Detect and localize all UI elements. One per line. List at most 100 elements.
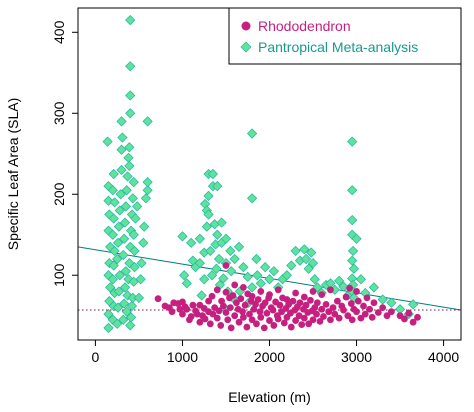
point-pantropical-76 bbox=[139, 221, 150, 232]
point-rhododendron-119 bbox=[333, 297, 341, 305]
point-pantropical-129 bbox=[252, 270, 263, 281]
point-pantropical-104 bbox=[211, 263, 222, 274]
point-pantropical-49 bbox=[125, 108, 136, 119]
point-rhododendron-38 bbox=[226, 304, 234, 312]
point-rhododendron-90 bbox=[292, 289, 300, 297]
point-pantropical-84 bbox=[186, 237, 197, 248]
point-pantropical-168 bbox=[368, 282, 380, 293]
point-pantropical-43 bbox=[120, 201, 131, 212]
point-rhododendron-113 bbox=[322, 300, 330, 308]
point-pantropical-82 bbox=[179, 270, 190, 281]
point-pantropical-38 bbox=[119, 282, 131, 293]
point-pantropical-136 bbox=[281, 270, 293, 281]
point-rhododendron-33 bbox=[222, 262, 230, 269]
point-pantropical-155 bbox=[347, 185, 358, 196]
point-pantropical-33 bbox=[116, 144, 127, 155]
point-rhododendron-59 bbox=[253, 320, 260, 328]
point-rhododendron-65 bbox=[260, 324, 268, 332]
point-pantropical-64 bbox=[126, 300, 138, 312]
legend-marker-rhododendron bbox=[241, 21, 251, 31]
point-pantropical-109 bbox=[216, 217, 227, 228]
point-pantropical-126 bbox=[246, 193, 258, 204]
point-pantropical-169 bbox=[377, 294, 388, 305]
point-rhododendron-133 bbox=[360, 302, 367, 310]
point-rhododendron-32 bbox=[219, 302, 227, 310]
point-pantropical-47 bbox=[124, 142, 135, 153]
point-pantropical-1 bbox=[103, 308, 114, 320]
point-rhododendron-107 bbox=[313, 310, 320, 318]
point-pantropical-138 bbox=[290, 245, 301, 257]
point-pantropical-160 bbox=[348, 263, 360, 274]
point-rhododendron-114 bbox=[325, 308, 333, 316]
point-rhododendron-55 bbox=[248, 292, 256, 300]
point-pantropical-79 bbox=[142, 116, 153, 127]
point-pantropical-96 bbox=[203, 190, 214, 201]
point-rhododendron-91 bbox=[292, 317, 300, 324]
point-rhododendron-8 bbox=[179, 310, 186, 318]
point-pantropical-22 bbox=[108, 168, 119, 180]
point-rhododendron-115 bbox=[327, 286, 334, 294]
point-pantropical-63 bbox=[126, 312, 137, 323]
point-pantropical-5 bbox=[104, 257, 115, 269]
point-rhododendron-70 bbox=[266, 317, 273, 324]
point-pantropical-51 bbox=[125, 61, 136, 72]
point-pantropical-98 bbox=[205, 245, 216, 257]
x-tick-label-0: 0 bbox=[92, 349, 100, 365]
point-rhododendron-95 bbox=[298, 321, 306, 329]
point-pantropical-128 bbox=[251, 253, 262, 265]
point-rhododendron-61 bbox=[256, 308, 264, 316]
point-pantropical-116 bbox=[225, 245, 236, 257]
point-rhododendron-98 bbox=[300, 314, 308, 322]
point-rhododendron-27 bbox=[213, 286, 221, 294]
point-rhododendron-39 bbox=[227, 324, 235, 332]
point-pantropical-24 bbox=[112, 302, 124, 313]
point-rhododendron-42 bbox=[231, 312, 239, 320]
x-tick-label-4: 4000 bbox=[428, 349, 459, 365]
point-pantropical-131 bbox=[260, 262, 271, 273]
point-pantropical-78 bbox=[142, 177, 153, 188]
point-rhododendron-105 bbox=[309, 316, 317, 324]
point-pantropical-61 bbox=[128, 177, 139, 188]
point-pantropical-34 bbox=[117, 132, 128, 143]
point-pantropical-105 bbox=[212, 181, 223, 192]
point-rhododendron-93 bbox=[295, 312, 303, 320]
point-rhododendron-94 bbox=[296, 299, 304, 307]
point-pantropical-0 bbox=[103, 322, 114, 333]
legend-box bbox=[228, 7, 462, 65]
point-pantropical-35 bbox=[116, 116, 127, 127]
point-rhododendron-49 bbox=[239, 313, 247, 321]
y-axis-title: Specific Leaf Area (SLA) bbox=[5, 98, 21, 251]
point-pantropical-32 bbox=[116, 164, 127, 176]
point-pantropical-3 bbox=[105, 282, 116, 293]
point-rhododendron-135 bbox=[363, 294, 371, 302]
legend-label-pantropical: Pantropical Meta-analysis bbox=[258, 39, 418, 55]
point-pantropical-44 bbox=[121, 185, 132, 196]
point-rhododendron-129 bbox=[353, 288, 360, 295]
point-pantropical-120 bbox=[233, 241, 245, 252]
point-rhododendron-53 bbox=[246, 310, 253, 318]
point-pantropical-132 bbox=[264, 274, 275, 285]
point-rhododendron-30 bbox=[217, 322, 225, 329]
point-pantropical-70 bbox=[130, 213, 141, 224]
point-rhododendron-51 bbox=[243, 323, 251, 331]
point-pantropical-17 bbox=[109, 245, 120, 257]
point-pantropical-15 bbox=[107, 274, 118, 285]
point-pantropical-69 bbox=[128, 229, 139, 240]
axes: 0 1000 2000 3000 4000 100 200 300 400 bbox=[51, 20, 459, 365]
point-rhododendron-66 bbox=[261, 299, 269, 307]
point-pantropical-18 bbox=[107, 229, 118, 240]
point-pantropical-122 bbox=[238, 262, 249, 273]
point-pantropical-170 bbox=[386, 297, 397, 308]
point-pantropical-37 bbox=[119, 298, 130, 309]
point-rhododendron-147 bbox=[414, 313, 421, 321]
point-rhododendron-41 bbox=[231, 281, 239, 289]
point-pantropical-54 bbox=[122, 290, 133, 301]
point-pantropical-137 bbox=[286, 260, 297, 271]
point-rhododendron-112 bbox=[320, 313, 327, 320]
point-rhododendron-111 bbox=[318, 305, 326, 313]
point-rhododendron-127 bbox=[348, 316, 356, 324]
point-pantropical-72 bbox=[133, 292, 145, 303]
legend-marker-pantropical bbox=[240, 41, 252, 53]
point-pantropical-142 bbox=[303, 263, 314, 274]
point-pantropical-29 bbox=[113, 221, 125, 232]
